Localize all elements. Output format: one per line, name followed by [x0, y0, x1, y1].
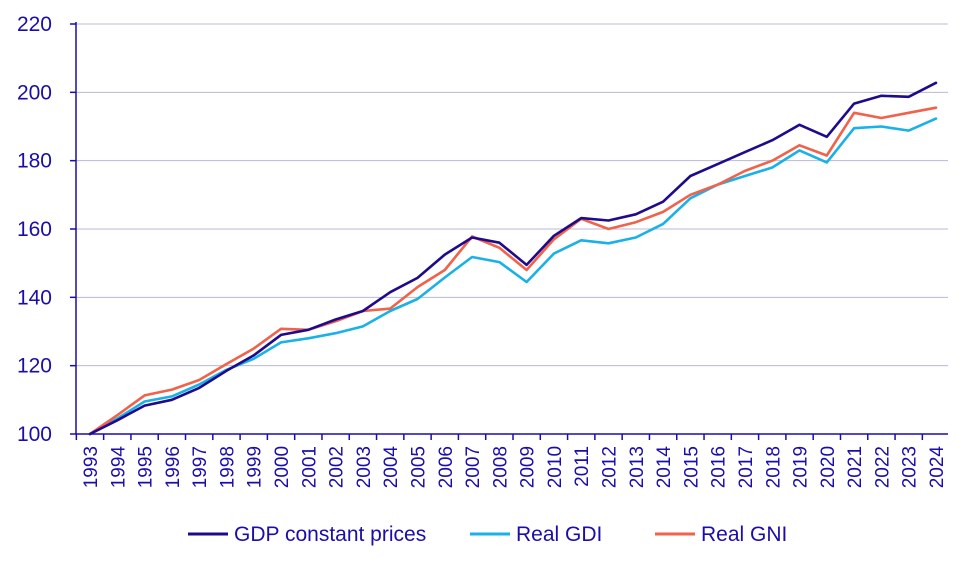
x-tick-label: 1994 — [108, 446, 129, 489]
legend-item: Real GDI — [470, 523, 602, 546]
series-line-1 — [88, 81, 938, 436]
x-tick-label: 2000 — [272, 446, 293, 488]
x-tick-label: 2024 — [927, 446, 948, 489]
x-tick-label: 2021 — [845, 446, 866, 488]
x-tick-label: 2003 — [354, 446, 375, 488]
x-tick-label: 2002 — [327, 446, 348, 488]
x-tick-label: 1995 — [136, 446, 157, 488]
x-tick-label: 2012 — [600, 446, 621, 488]
x-tick-label: 2006 — [436, 446, 457, 488]
x-tick-label: 2018 — [763, 446, 784, 488]
y-axis-tick-labels: 100 120 140 160 180 200 220 — [17, 13, 52, 446]
y-tick-label: 180 — [17, 150, 52, 173]
x-tick-label: 2020 — [818, 446, 839, 488]
legend-label: Real GDI — [516, 523, 602, 546]
x-tick-label: 2023 — [900, 446, 921, 488]
axes — [70, 22, 948, 440]
series-line-2 — [88, 117, 938, 436]
x-tick-label: 2011 — [572, 446, 593, 487]
x-tick-label: 2022 — [872, 446, 893, 488]
x-tick-label: 1996 — [163, 446, 184, 488]
x-tick-label: 2010 — [545, 446, 566, 488]
x-tick-label: 2007 — [463, 446, 484, 488]
x-tick-label: 2016 — [709, 446, 730, 488]
y-tick-label: 200 — [17, 81, 52, 104]
legend-item: GDP constant prices — [188, 523, 426, 546]
x-tick-label: 1999 — [245, 446, 266, 488]
x-axis-tick-labels: 1993 1994 1995 1996 1997 1998 1999 2000 2001 2002… — [81, 446, 948, 489]
y-tick-label: 220 — [17, 13, 52, 36]
x-tick-label: 2001 — [299, 446, 320, 488]
y-tick-label: 160 — [17, 218, 52, 241]
series-line-3 — [88, 106, 938, 436]
x-tick-label: 1997 — [190, 446, 211, 488]
legend-item: Real GNI — [655, 523, 787, 546]
legend-label: GDP constant prices — [234, 523, 426, 546]
x-tick-label: 2013 — [627, 446, 648, 488]
x-tick-label: 2019 — [791, 446, 812, 488]
x-tick-label: 2009 — [518, 446, 539, 488]
x-tick-label: 2014 — [654, 446, 675, 489]
x-tick-label: 2017 — [736, 446, 757, 488]
legend-label: Real GNI — [701, 523, 787, 546]
x-tick-label: 2008 — [490, 446, 511, 488]
x-tick-label: 1993 — [81, 446, 102, 488]
y-tick-label: 100 — [17, 423, 52, 446]
y-tick-label: 140 — [17, 286, 52, 309]
x-tick-label: 2005 — [409, 446, 430, 488]
gridlines — [76, 23, 948, 367]
x-tick-label: 2004 — [381, 446, 402, 489]
series-lines — [88, 81, 938, 436]
x-tick-label: 1998 — [218, 446, 239, 488]
y-tick-label: 120 — [17, 355, 52, 378]
x-tick-label: 2015 — [681, 446, 702, 488]
legend: GDP constant prices Real GDI Real GNI — [188, 523, 787, 546]
